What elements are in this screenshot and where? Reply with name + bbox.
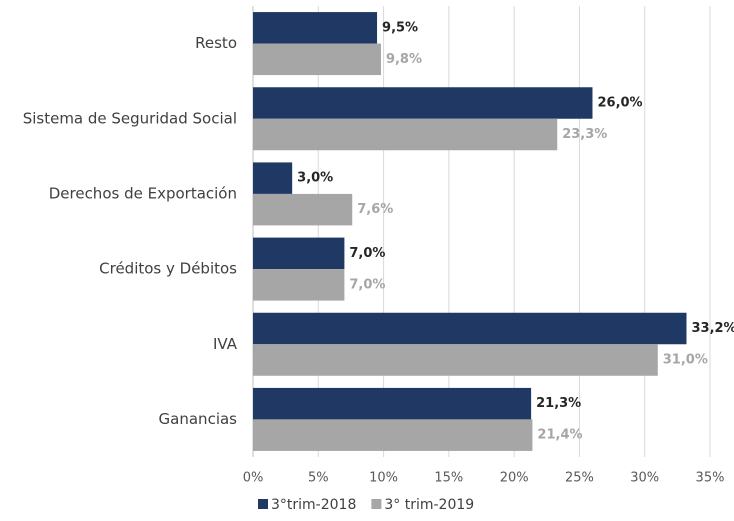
bar	[253, 419, 533, 451]
x-tick-label: 15%	[434, 471, 463, 486]
value-label: 7,0%	[349, 246, 385, 261]
legend-label: 3°trim-2018	[271, 497, 356, 513]
category-label: Sistema de Seguridad Social	[23, 109, 237, 127]
x-tick-label: 0%	[243, 471, 264, 486]
value-label: 7,6%	[357, 202, 393, 217]
bar	[253, 269, 345, 301]
bar	[253, 344, 658, 376]
bar	[253, 87, 593, 119]
value-label: 3,0%	[297, 171, 333, 186]
x-tick-label: 10%	[369, 471, 398, 486]
bar	[253, 162, 293, 194]
x-tick-label: 5%	[308, 471, 329, 486]
legend-swatch	[258, 499, 268, 509]
legend-label: 3° trim-2019	[384, 497, 474, 513]
legend-swatch	[371, 499, 382, 509]
x-tick-label: 30%	[630, 471, 659, 486]
value-label: 21,3%	[536, 396, 581, 411]
value-label: 23,3%	[562, 127, 607, 142]
bar	[253, 43, 381, 76]
category-label: Ganancias	[159, 410, 238, 428]
category-label: Derechos de Exportación	[49, 184, 237, 202]
value-label: 9,5%	[382, 20, 418, 35]
value-label: 33,2%	[691, 321, 734, 336]
bar	[253, 237, 345, 270]
x-tick-label: 35%	[696, 471, 725, 486]
value-label: 9,8%	[386, 52, 422, 67]
value-label: 21,4%	[537, 428, 582, 443]
bar	[253, 193, 353, 226]
value-label: 7,0%	[349, 277, 385, 292]
category-label: Créditos y Débitos	[99, 260, 237, 278]
category-label: IVA	[213, 335, 238, 353]
bar	[253, 12, 378, 44]
category-label: Resto	[195, 34, 237, 52]
x-tick-label: 20%	[500, 471, 529, 486]
x-tick-label: 25%	[565, 471, 594, 486]
value-label: 26,0%	[597, 96, 642, 111]
value-label: 31,0%	[663, 353, 708, 368]
bar	[253, 118, 558, 151]
bar	[253, 387, 532, 420]
bar	[253, 312, 687, 345]
